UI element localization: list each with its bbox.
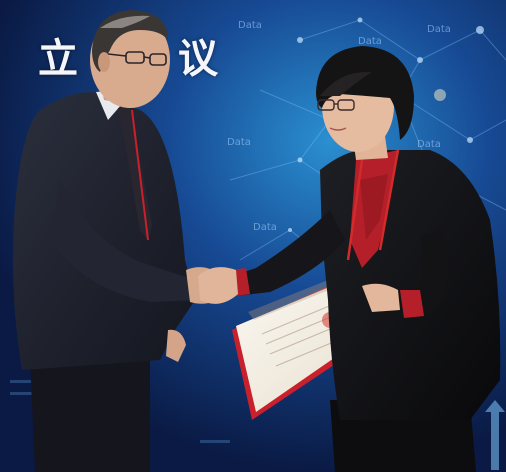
- banner-char: 立: [38, 26, 78, 84]
- backdrop-data-label: Data: [427, 24, 451, 35]
- backdrop-data-label: Data: [253, 222, 277, 233]
- backdrop-data-label: Data: [358, 36, 382, 47]
- banner-text: 立 议: [0, 26, 300, 76]
- backdrop-data-label: Data: [238, 20, 262, 31]
- banner-char: 议: [178, 26, 218, 84]
- backdrop-data-label: Data: [227, 137, 251, 148]
- backdrop-data-label: Data: [417, 139, 441, 150]
